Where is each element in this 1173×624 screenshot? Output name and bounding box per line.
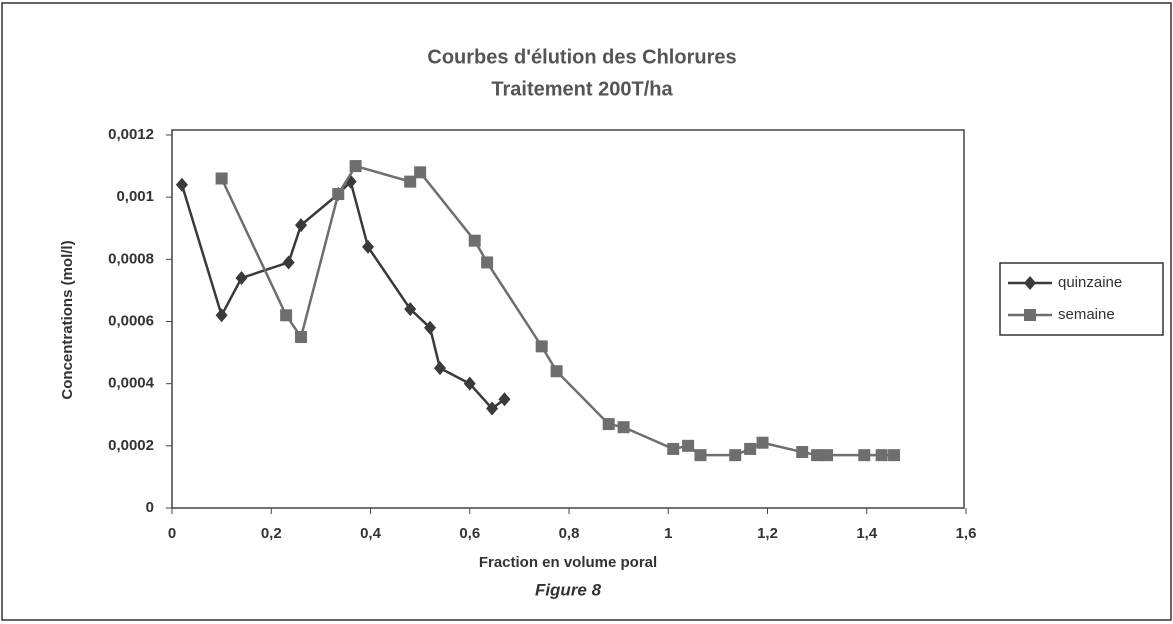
series-line [180, 179, 506, 411]
data-point [486, 401, 499, 416]
data-point [858, 449, 871, 462]
data-point [602, 418, 615, 431]
y-tick-label: 0,0012 [108, 126, 154, 143]
y-tick-label: 0,0008 [108, 250, 154, 267]
y-tick-label: 0,0006 [108, 312, 154, 329]
data-point [349, 160, 362, 173]
legend-box [999, 262, 1164, 336]
series-line [220, 164, 895, 457]
data-point [215, 172, 228, 185]
caption: Figure 8 [535, 580, 602, 599]
legend-marker [1024, 276, 1036, 290]
data-point [498, 392, 511, 407]
chart-title: Courbes d'élution des Chlorures [427, 46, 736, 68]
y-tick-label: 0,0002 [108, 437, 154, 454]
x-tick-label: 0,8 [559, 525, 580, 542]
data-point [362, 239, 375, 254]
data-point [414, 166, 427, 179]
data-point [756, 436, 769, 449]
data-point [468, 234, 481, 247]
x-tick-label: 0,2 [261, 525, 282, 542]
x-axis-label: Fraction en volume poral [479, 554, 657, 571]
data-point [875, 449, 888, 462]
legend-label: semaine [1058, 306, 1115, 323]
data-point [888, 449, 901, 462]
data-point [175, 177, 188, 192]
y-tick-label: 0,0004 [108, 375, 155, 392]
legend-label: quinzaine [1058, 274, 1122, 291]
data-point [235, 270, 248, 285]
data-point [667, 442, 680, 455]
y-tick-label: 0 [146, 499, 154, 516]
legend-marker [1024, 309, 1036, 321]
data-point [295, 331, 308, 344]
data-point [796, 446, 809, 459]
data-point [424, 320, 437, 335]
x-tick-label: 0,6 [459, 525, 480, 542]
data-point [433, 361, 446, 376]
x-tick-label: 0 [168, 525, 176, 542]
data-point [463, 376, 476, 391]
data-point [821, 449, 834, 462]
data-point [744, 442, 757, 455]
data-point [811, 449, 824, 462]
data-point [694, 449, 707, 462]
data-point [295, 218, 308, 233]
data-point [404, 302, 417, 317]
x-tick-label: 1 [664, 525, 672, 542]
data-point [280, 309, 293, 322]
data-point [404, 175, 417, 188]
data-point [617, 421, 630, 434]
data-point [729, 449, 742, 462]
x-tick-label: 1,2 [757, 525, 778, 542]
data-point [332, 188, 345, 201]
chart-subtitle: Traitement 200T/ha [491, 78, 673, 100]
x-tick-label: 1,4 [856, 525, 878, 542]
plot-area [171, 129, 965, 509]
data-point [481, 256, 494, 269]
y-axis-label: Concentrations (mol/l) [59, 240, 76, 399]
data-point [215, 308, 228, 323]
data-point [535, 340, 548, 353]
x-tick-label: 0,4 [360, 525, 382, 542]
data-point [282, 255, 295, 270]
y-tick-label: 0,001 [116, 188, 154, 205]
x-tick-label: 1,6 [956, 525, 977, 542]
data-point [682, 439, 695, 452]
data-point [550, 365, 563, 378]
